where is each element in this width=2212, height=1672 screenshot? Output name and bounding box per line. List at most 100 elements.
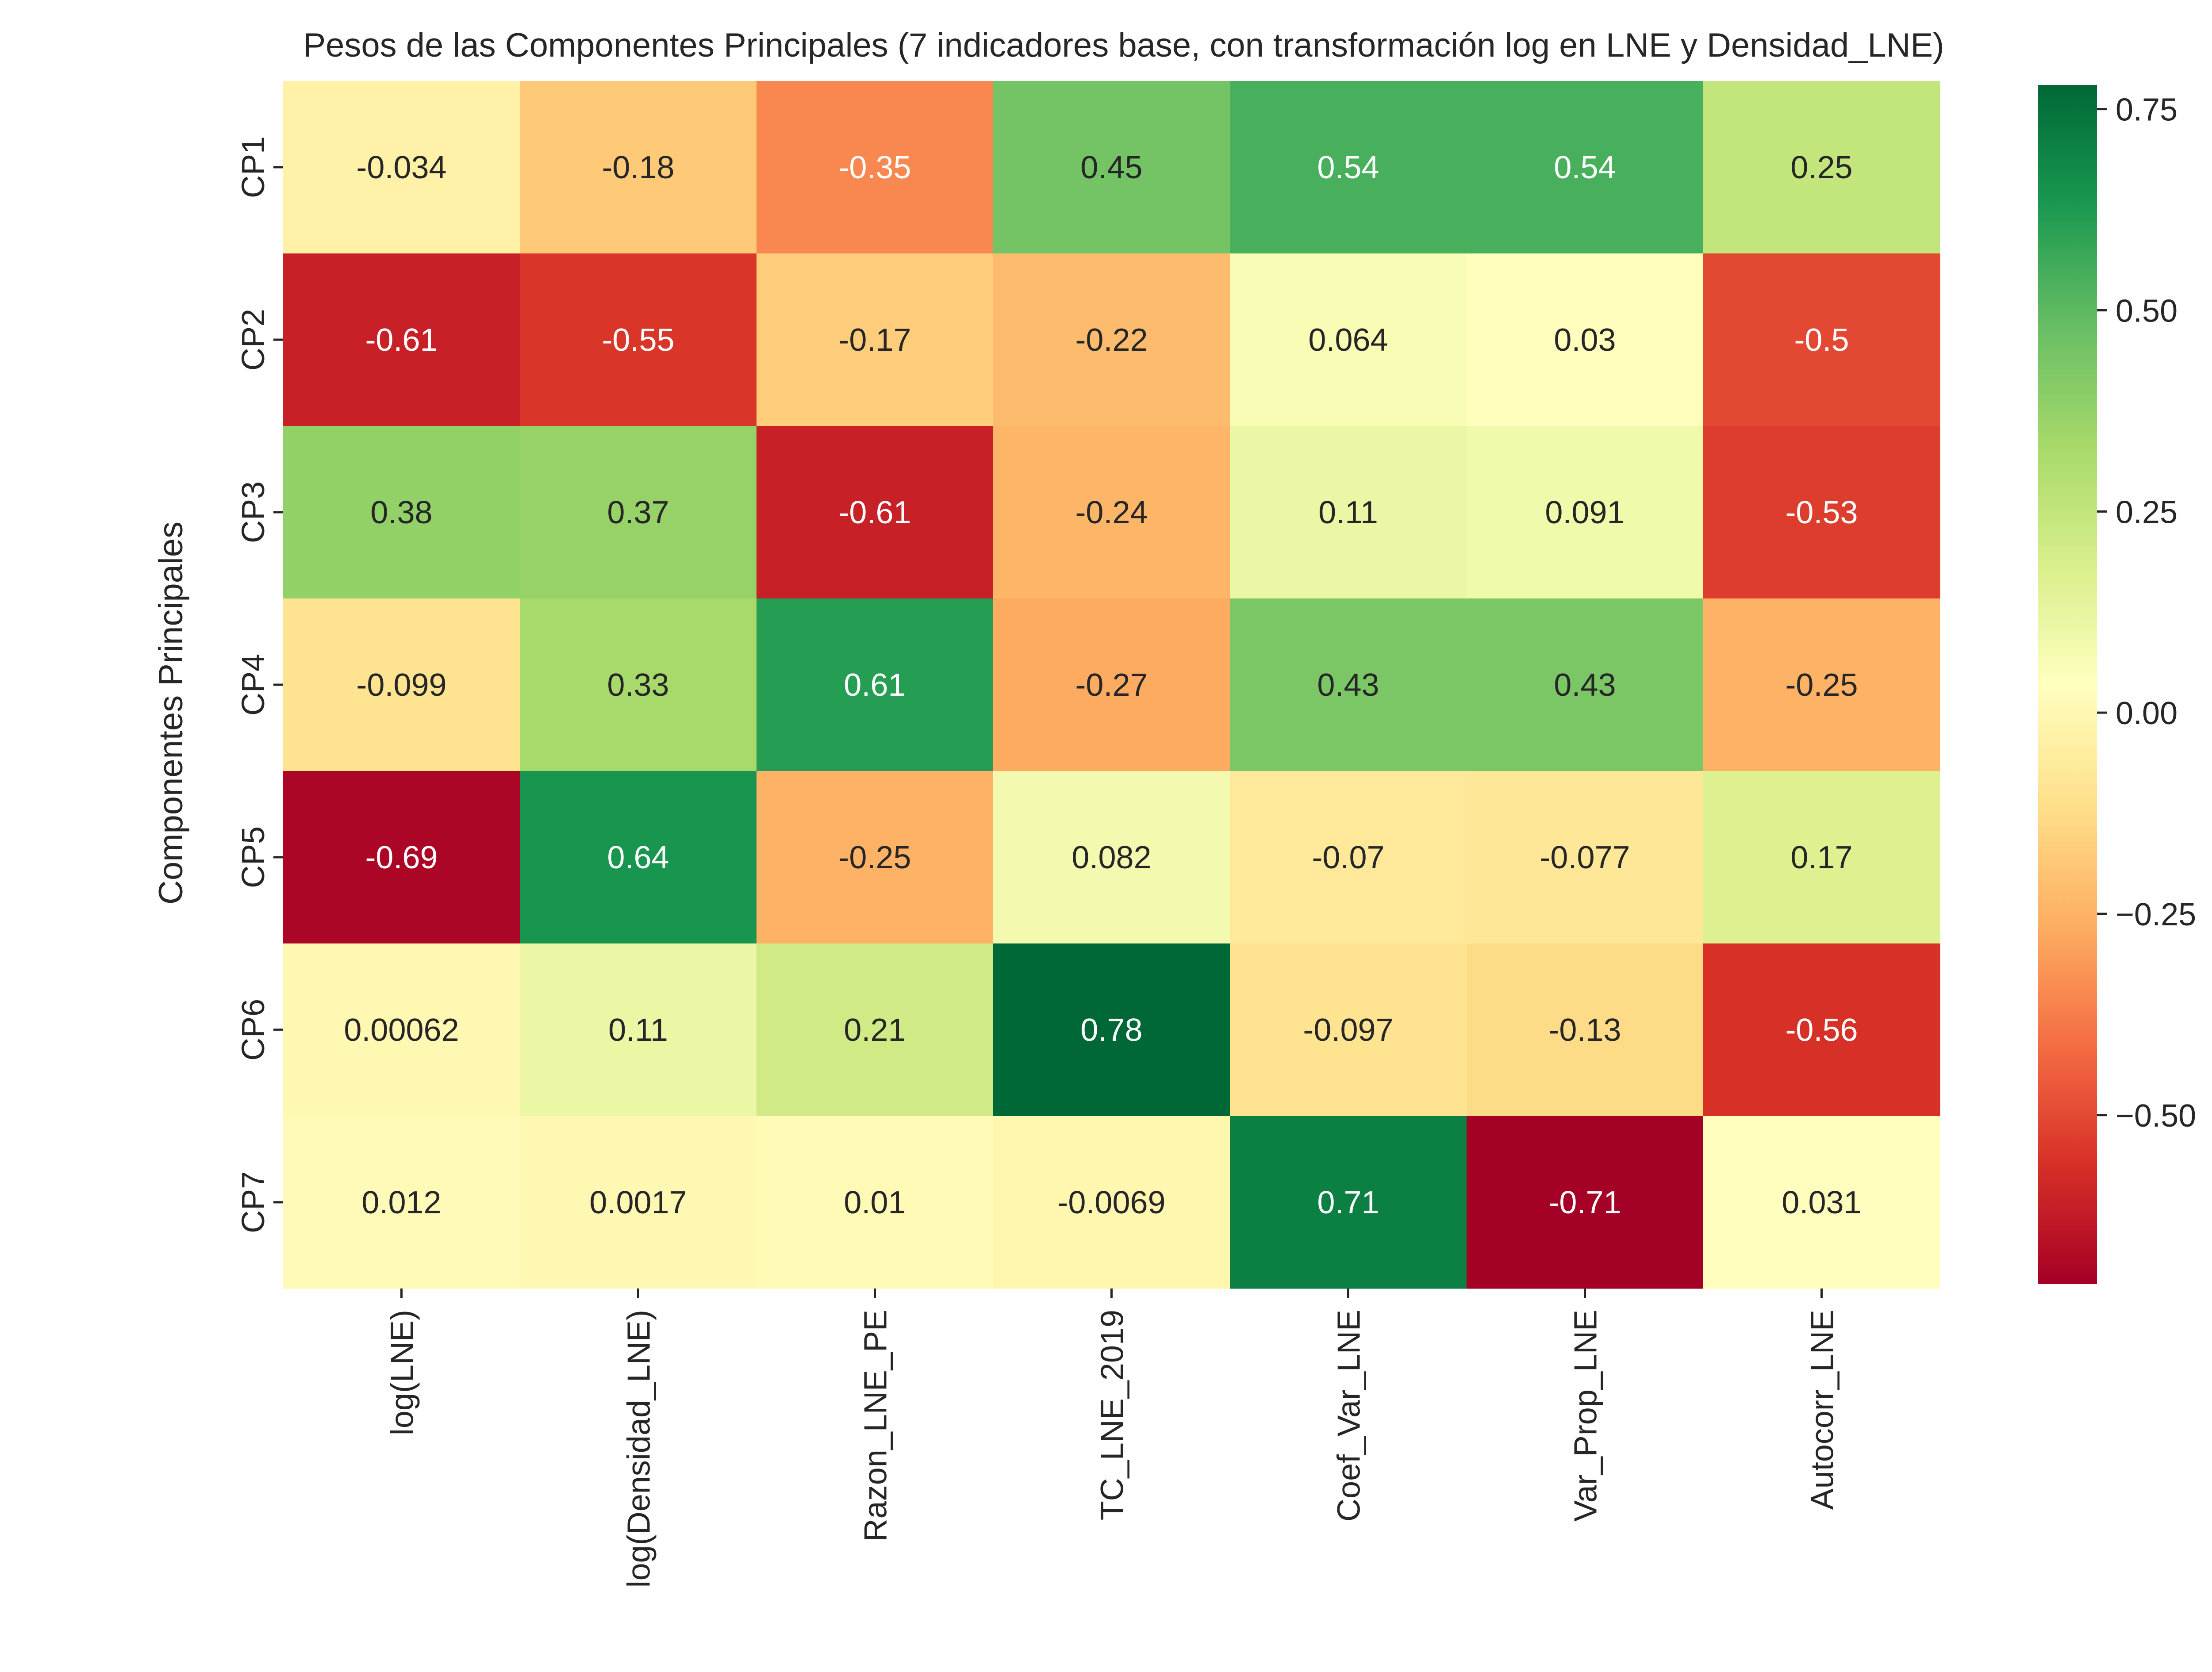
cell-value-label: 0.21 xyxy=(844,1012,906,1048)
cell-value-label: 0.17 xyxy=(1790,840,1852,875)
y-tick-label: CP2 xyxy=(236,309,271,371)
heatmap-cell xyxy=(1703,253,1940,426)
colorbar-tick-label: −0.25 xyxy=(2116,897,2196,932)
cell-value-label: 0.01 xyxy=(844,1185,906,1220)
cell-value-label: 0.03 xyxy=(1554,322,1616,358)
heatmap-cell xyxy=(757,943,994,1116)
cell-value-label: -0.69 xyxy=(365,840,438,875)
cell-value-label: 0.082 xyxy=(1071,840,1151,875)
heatmap-cell xyxy=(520,1116,757,1289)
heatmap-cell xyxy=(993,943,1230,1116)
cell-value-label: -0.24 xyxy=(1075,495,1148,530)
heatmap-cell xyxy=(993,253,1230,426)
heatmap-cell xyxy=(520,943,757,1116)
cell-value-label: 0.38 xyxy=(370,495,432,530)
heatmap-cell xyxy=(283,426,520,599)
cell-value-label: 0.091 xyxy=(1545,495,1624,530)
y-tick-label: CP5 xyxy=(236,826,271,888)
chart-title: Pesos de las Componentes Principales (7 … xyxy=(303,27,1944,64)
heatmap-cell xyxy=(520,81,757,254)
cell-value-label: 0.11 xyxy=(608,1012,668,1048)
cell-value-label: -0.27 xyxy=(1075,667,1148,703)
x-tick-label: Var_Prop_LNE xyxy=(1568,1310,1604,1522)
heatmap-cell xyxy=(993,1116,1230,1289)
cell-value-label: 0.25 xyxy=(1790,150,1852,185)
heatmap-cell xyxy=(1703,426,1940,599)
heatmap-cell xyxy=(283,81,520,254)
heatmap-cell xyxy=(1230,1116,1467,1289)
y-tick-label: CP6 xyxy=(236,999,271,1061)
heatmap-cell xyxy=(283,771,520,944)
y-tick-label: CP1 xyxy=(236,136,271,198)
cell-value-label: 0.0017 xyxy=(589,1185,687,1220)
heatmap-cell xyxy=(1703,771,1940,944)
cell-value-label: -0.18 xyxy=(602,150,674,185)
heatmap-cell xyxy=(1467,598,1704,771)
cell-value-label: 0.012 xyxy=(361,1185,441,1220)
heatmap-cell xyxy=(1467,253,1704,426)
heatmap-cell xyxy=(283,598,520,771)
colorbar-tick-label: 0.00 xyxy=(2116,696,2177,731)
cell-value-label: -0.71 xyxy=(1548,1185,1621,1220)
heatmap-cell xyxy=(993,426,1230,599)
heatmap-cell xyxy=(1467,943,1704,1116)
x-tick-label: log(Densidad_LNE) xyxy=(622,1310,657,1588)
heatmap-cell xyxy=(757,253,994,426)
heatmap-cell xyxy=(757,81,994,254)
x-tick-label: Razon_LNE_PE xyxy=(858,1310,894,1542)
cell-value-label: -0.099 xyxy=(356,667,446,703)
cell-value-label: 0.54 xyxy=(1317,150,1379,185)
heatmap-cell xyxy=(993,81,1230,254)
cell-value-label: -0.5 xyxy=(1794,322,1849,358)
heatmap-cell xyxy=(1230,426,1467,599)
y-axis-label: Componentes Principales xyxy=(152,522,190,905)
y-axis-ticks: CP1 CP2 CP3 CP4 CP5 CP6 CP7 xyxy=(236,136,283,1233)
cell-value-label: -0.22 xyxy=(1075,322,1148,358)
cell-value-label: 0.78 xyxy=(1080,1012,1142,1048)
cell-value-label: 0.64 xyxy=(607,840,669,875)
colorbar-tick-label: 0.25 xyxy=(2116,495,2177,530)
heatmap-cell xyxy=(283,943,520,1116)
colorbar: 0.50 0.25 0.00 −0.25 −0.50 0.75 xyxy=(2038,85,2196,1284)
cell-value-label: -0.07 xyxy=(1312,840,1384,875)
colorbar-tick-label: 0.75 xyxy=(2116,92,2177,128)
heatmap-cell xyxy=(1703,598,1940,771)
cell-value-label: 0.031 xyxy=(1782,1185,1861,1220)
colorbar-tick-label: 0.50 xyxy=(2116,293,2177,329)
heatmap-cell xyxy=(1230,943,1467,1116)
cell-value-label: 0.33 xyxy=(607,667,669,703)
cell-value-label: -0.034 xyxy=(356,150,446,185)
x-tick-label: log(LNE) xyxy=(385,1310,420,1435)
cell-value-label: 0.37 xyxy=(607,495,669,530)
cell-value-label: -0.61 xyxy=(838,495,911,530)
colorbar-gradient xyxy=(2038,85,2097,1284)
cell-value-label: 0.71 xyxy=(1317,1185,1379,1220)
cell-value-label: -0.0069 xyxy=(1057,1185,1165,1220)
cell-value-label: -0.077 xyxy=(1540,840,1630,875)
heatmap-cell xyxy=(757,598,994,771)
cell-value-label: 0.54 xyxy=(1554,150,1616,185)
cell-value-label: 0.11 xyxy=(1318,495,1378,530)
x-tick-label: TC_LNE_2019 xyxy=(1095,1310,1130,1520)
y-tick-label: CP7 xyxy=(236,1171,271,1233)
y-tick-label: CP4 xyxy=(236,654,271,716)
heatmap-cell xyxy=(1703,81,1940,254)
heatmap-cell xyxy=(520,426,757,599)
heatmap-cell xyxy=(1467,1116,1704,1289)
heatmap-cell xyxy=(1703,1116,1940,1289)
cell-value-label: -0.25 xyxy=(1785,667,1858,703)
cell-value-label: -0.097 xyxy=(1303,1012,1393,1048)
heatmap-cell xyxy=(1467,81,1704,254)
cell-value-label: 0.43 xyxy=(1554,667,1616,703)
heatmap-cell xyxy=(993,771,1230,944)
y-tick-label: CP3 xyxy=(236,481,271,543)
heatmap-cell xyxy=(1230,771,1467,944)
cell-value-label: 0.43 xyxy=(1317,667,1379,703)
heatmap-cell xyxy=(993,598,1230,771)
heatmap-cell xyxy=(1230,81,1467,254)
heatmap-cell xyxy=(1230,598,1467,771)
heatmap-cell xyxy=(757,1116,994,1289)
heatmap-cell-labels: -0.034 -0.18 -0.35 0.45 0.54 0.54 0.25 -0.61 -0.… xyxy=(344,150,1861,1220)
